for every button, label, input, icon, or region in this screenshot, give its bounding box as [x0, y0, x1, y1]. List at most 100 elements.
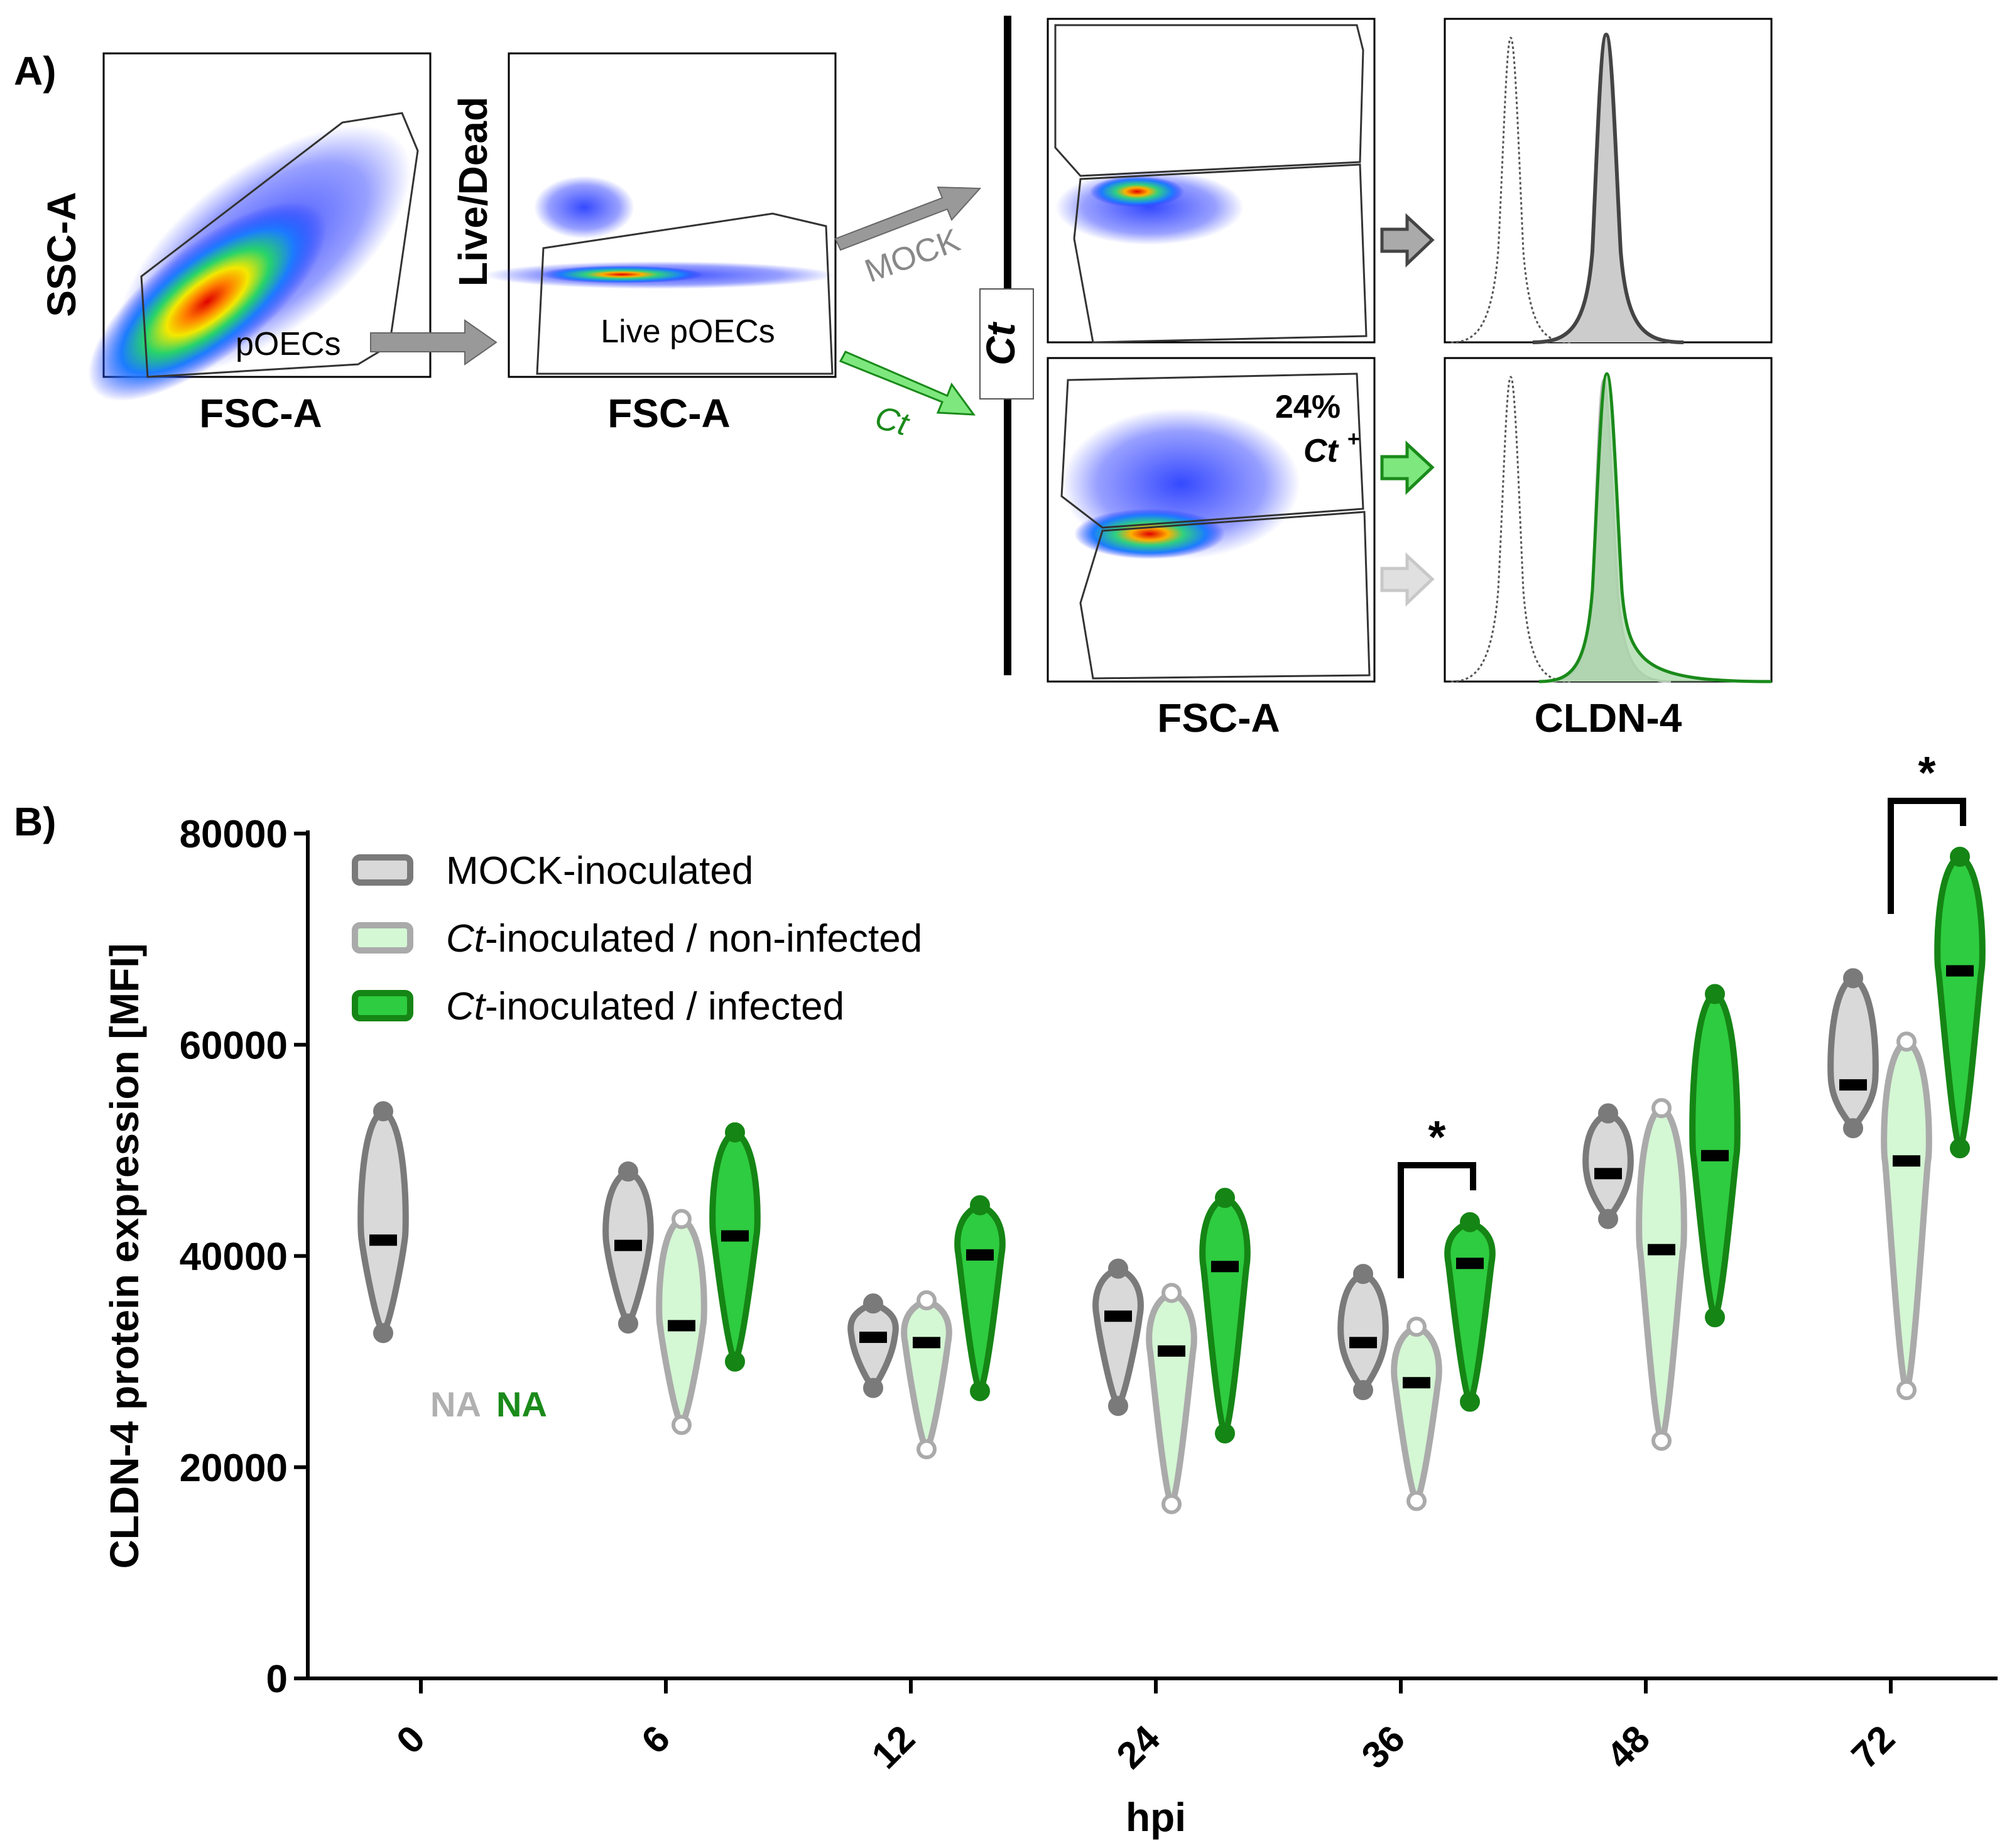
violin-mock-inoculated-12 — [847, 1300, 899, 1391]
violin-mock-inoculated-36 — [1337, 1271, 1389, 1394]
plot3-ct-positive-label: Ct — [1303, 433, 1340, 469]
plot2-dead-cloud — [534, 176, 634, 239]
plot2-live-core — [540, 266, 704, 283]
violin-ct-inoculated-infected-72 — [1934, 853, 1986, 1152]
arrow-to-hist-mock — [1380, 213, 1435, 268]
x-tick-label: 36 — [1354, 1717, 1413, 1777]
panel-b-label: B) — [14, 799, 57, 844]
data-point — [1651, 1098, 1672, 1119]
y-axis-label: CLDN-4 protein expression [MFI] — [102, 943, 147, 1569]
data-point — [916, 1439, 937, 1460]
median-marker — [369, 1234, 397, 1246]
y-tick-label: 0 — [266, 1658, 288, 1701]
y-tick-label: 60000 — [180, 1024, 288, 1067]
median-marker — [668, 1320, 695, 1332]
median-marker — [1104, 1310, 1132, 1322]
legend-label: Ct-inoculated / non-infected — [446, 917, 922, 960]
violin-ct-inoculated-infected-36 — [1444, 1219, 1496, 1405]
flow-plot-live: Live pOECs FSC-A Live/Dead — [450, 52, 837, 436]
median-marker — [1403, 1377, 1430, 1389]
median-marker — [859, 1331, 887, 1343]
violin-ct-inoculated-infected-12 — [954, 1202, 1006, 1394]
median-marker — [1893, 1155, 1920, 1167]
data-point — [1215, 1423, 1235, 1443]
violin-ct-inoculated-non-infected-72 — [1881, 1038, 1932, 1394]
violin-mock-inoculated-24 — [1092, 1265, 1144, 1410]
data-point — [1161, 1283, 1182, 1303]
plot2-gate-label: Live pOECs — [601, 313, 775, 350]
plot2-y-label: Live/Dead — [450, 97, 496, 286]
median-marker — [1211, 1261, 1239, 1273]
violin-ct-inoculated-non-infected-48 — [1636, 1105, 1687, 1444]
arrow-mock — [834, 186, 982, 251]
y-tick-label: 20000 — [180, 1447, 288, 1490]
x-tick-label: 48 — [1599, 1717, 1658, 1777]
arrow-gray-1 — [370, 319, 498, 366]
data-point — [1843, 968, 1863, 989]
arrow-to-hist-ct-negative — [1380, 552, 1435, 607]
plot2-gate — [536, 212, 834, 375]
x-tick-label: 24 — [1109, 1717, 1168, 1776]
violin-mock-inoculated-48 — [1582, 1110, 1634, 1222]
plot3-y-label: Ct — [978, 322, 1023, 366]
hist-bottom-positive-curve — [1538, 372, 1772, 683]
violin-mock-inoculated-72 — [1827, 975, 1879, 1132]
arrow-to-hist-ct-positive — [1380, 440, 1435, 495]
data-point — [1598, 1209, 1618, 1229]
plot1-x-label: FSC-A — [199, 391, 322, 436]
median-marker — [1839, 1079, 1867, 1091]
data-point — [1108, 1396, 1128, 1416]
data-point — [1896, 1031, 1917, 1052]
legend-swatch — [352, 854, 413, 886]
data-point — [725, 1122, 745, 1143]
significance-bracket — [1398, 1162, 1476, 1278]
median-marker — [1456, 1258, 1484, 1269]
violin-ct-inoculated-non-infected-12 — [901, 1297, 952, 1453]
hist-x-label: CLDN-4 — [1535, 695, 1682, 741]
data-point — [863, 1378, 883, 1398]
data-point — [1406, 1317, 1427, 1337]
hist-bottom-isotype-curve — [1450, 376, 1571, 683]
data-point — [1406, 1491, 1427, 1511]
violin-ct-inoculated-infected-24 — [1199, 1195, 1251, 1437]
na-label-non-infected: NA — [430, 1384, 481, 1424]
violin-chart: 0 20000 40000 60000 80000 CLDN-4 protein expr… — [102, 748, 1998, 1840]
data-point — [1353, 1380, 1373, 1401]
histogram-cldn4: CLDN-4 — [1444, 18, 1773, 741]
median-marker — [1701, 1150, 1729, 1161]
data-point — [1460, 1391, 1480, 1412]
flow-plot-pOECs: pOECs FSC-A SSC-A — [39, 52, 432, 436]
y-tick-label: 40000 — [180, 1236, 288, 1279]
data-point — [863, 1293, 883, 1314]
y-tick-label: 80000 — [180, 813, 288, 856]
x-tick-label: 6 — [633, 1717, 678, 1762]
plot1-density-core — [88, 202, 327, 401]
data-point — [1950, 846, 1970, 867]
plot3-x-label: FSC-A — [1157, 695, 1280, 741]
plot3-percent-label: 24% — [1275, 389, 1341, 425]
panel-a-label: A) — [14, 48, 57, 94]
x-tick-label: 12 — [864, 1717, 923, 1777]
plot3-ct-positive-sup: + — [1347, 427, 1360, 451]
legend-swatch — [352, 922, 413, 954]
data-point — [1108, 1258, 1128, 1279]
x-axis-label: hpi — [1126, 1795, 1186, 1840]
violin-ct-inoculated-non-infected-36 — [1391, 1323, 1442, 1504]
median-marker — [1946, 965, 1974, 977]
median-marker — [614, 1239, 642, 1251]
arrow-ct — [839, 351, 976, 416]
data-point — [916, 1290, 937, 1311]
significance-star: * — [1918, 748, 1935, 798]
median-marker — [1349, 1337, 1377, 1349]
data-point — [1896, 1380, 1917, 1401]
plot1-gate-label: pOECs — [236, 326, 341, 362]
data-point — [1651, 1430, 1672, 1451]
legend-label: Ct-inoculated / infected — [446, 985, 844, 1028]
data-point — [970, 1195, 990, 1215]
plot3-top-gate-lower — [1073, 163, 1368, 344]
legend-label: MOCK-inoculated — [446, 849, 753, 893]
median-marker — [1594, 1168, 1622, 1180]
x-tick-label: 72 — [1844, 1717, 1903, 1777]
data-point — [1215, 1188, 1235, 1209]
